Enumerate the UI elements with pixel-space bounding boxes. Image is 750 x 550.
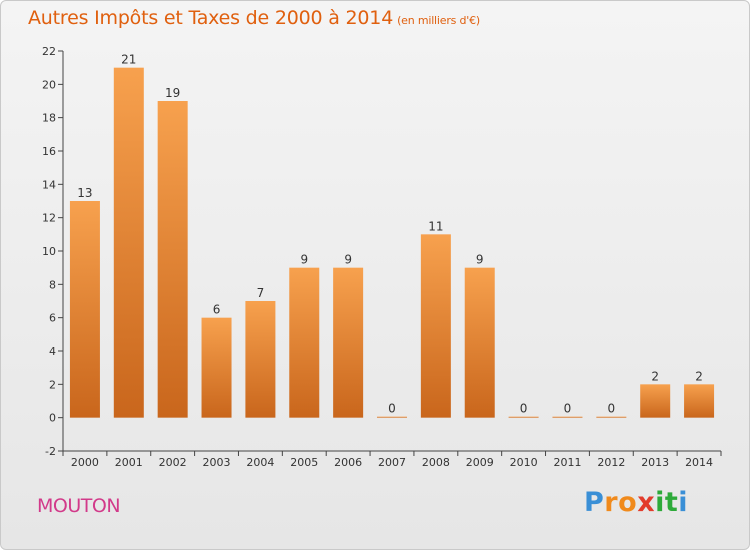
brand-letter: i	[678, 487, 689, 518]
bar	[508, 416, 539, 418]
x-tick-label: 2000	[71, 456, 99, 469]
x-tick-label: 2007	[378, 456, 406, 469]
bar	[69, 201, 100, 418]
bar	[596, 416, 627, 418]
brand-letter: x	[637, 487, 656, 518]
bar	[113, 67, 144, 418]
bar	[245, 301, 276, 418]
data-label: 9	[300, 253, 308, 267]
y-tick-label: 10	[42, 245, 56, 258]
data-label: 19	[165, 86, 180, 100]
bar	[377, 416, 407, 418]
x-tick-label: 2011	[553, 456, 581, 469]
y-tick-label: 18	[42, 112, 56, 125]
data-label: 0	[520, 402, 528, 416]
x-tick-label: 2013	[641, 456, 669, 469]
x-tick-label: 2012	[597, 456, 625, 469]
bar	[552, 416, 583, 418]
x-tick-label: 2008	[422, 456, 450, 469]
data-label: 21	[121, 53, 136, 67]
x-tick-label: 2002	[159, 456, 187, 469]
data-label: 13	[77, 186, 92, 200]
bar	[201, 317, 232, 418]
place-name: MOUTON	[37, 495, 121, 517]
x-tick-label: 2003	[203, 456, 231, 469]
brand-letter: i	[655, 487, 665, 518]
y-tick-label: 4	[49, 345, 56, 358]
y-tick-label: 20	[42, 78, 56, 91]
bar	[464, 267, 495, 418]
data-label: 2	[651, 369, 659, 383]
bar	[289, 267, 320, 418]
data-label: 0	[388, 402, 396, 416]
data-label: 2	[695, 369, 703, 383]
y-tick-label: 12	[42, 212, 56, 225]
x-tick-label: 2014	[685, 456, 713, 469]
data-label: 9	[476, 253, 484, 267]
y-tick-label: 16	[42, 145, 56, 158]
bar	[640, 384, 671, 418]
y-tick-label: 0	[49, 412, 56, 425]
y-tick-label: 8	[49, 278, 56, 291]
data-label: 9	[344, 253, 352, 267]
x-tick-label: 2005	[290, 456, 318, 469]
data-label: 0	[608, 402, 616, 416]
y-tick-label: 14	[42, 178, 56, 191]
x-tick-label: 2009	[466, 456, 494, 469]
brand-letter: r	[604, 487, 619, 518]
chart-title-text: Autres Impôts et Taxes de 2000 à 2014	[28, 7, 394, 29]
data-label: 7	[257, 286, 265, 300]
bar	[333, 267, 364, 418]
brand-letter: P	[584, 487, 605, 518]
y-tick-label: 6	[49, 312, 56, 325]
brand-letter: t	[664, 487, 679, 518]
chart-unit: (en milliers d'€)	[397, 14, 480, 27]
y-tick-label: 22	[42, 45, 56, 58]
bar	[684, 384, 715, 418]
bar	[420, 234, 451, 418]
brand-letter: o	[618, 487, 638, 518]
y-tick-label: -2	[45, 445, 56, 458]
data-label: 6	[213, 303, 221, 317]
x-tick-label: 2006	[334, 456, 362, 469]
x-tick-label: 2004	[246, 456, 274, 469]
bar	[157, 101, 188, 418]
x-tick-label: 2010	[510, 456, 538, 469]
chart-title: Autres Impôts et Taxes de 2000 à 2014 (en…	[28, 7, 480, 29]
data-label: 0	[564, 402, 572, 416]
y-tick-label: 2	[49, 378, 56, 391]
data-label: 11	[428, 219, 443, 233]
x-tick-label: 2001	[115, 456, 143, 469]
proxiti-logo: Proxiti	[584, 487, 688, 518]
